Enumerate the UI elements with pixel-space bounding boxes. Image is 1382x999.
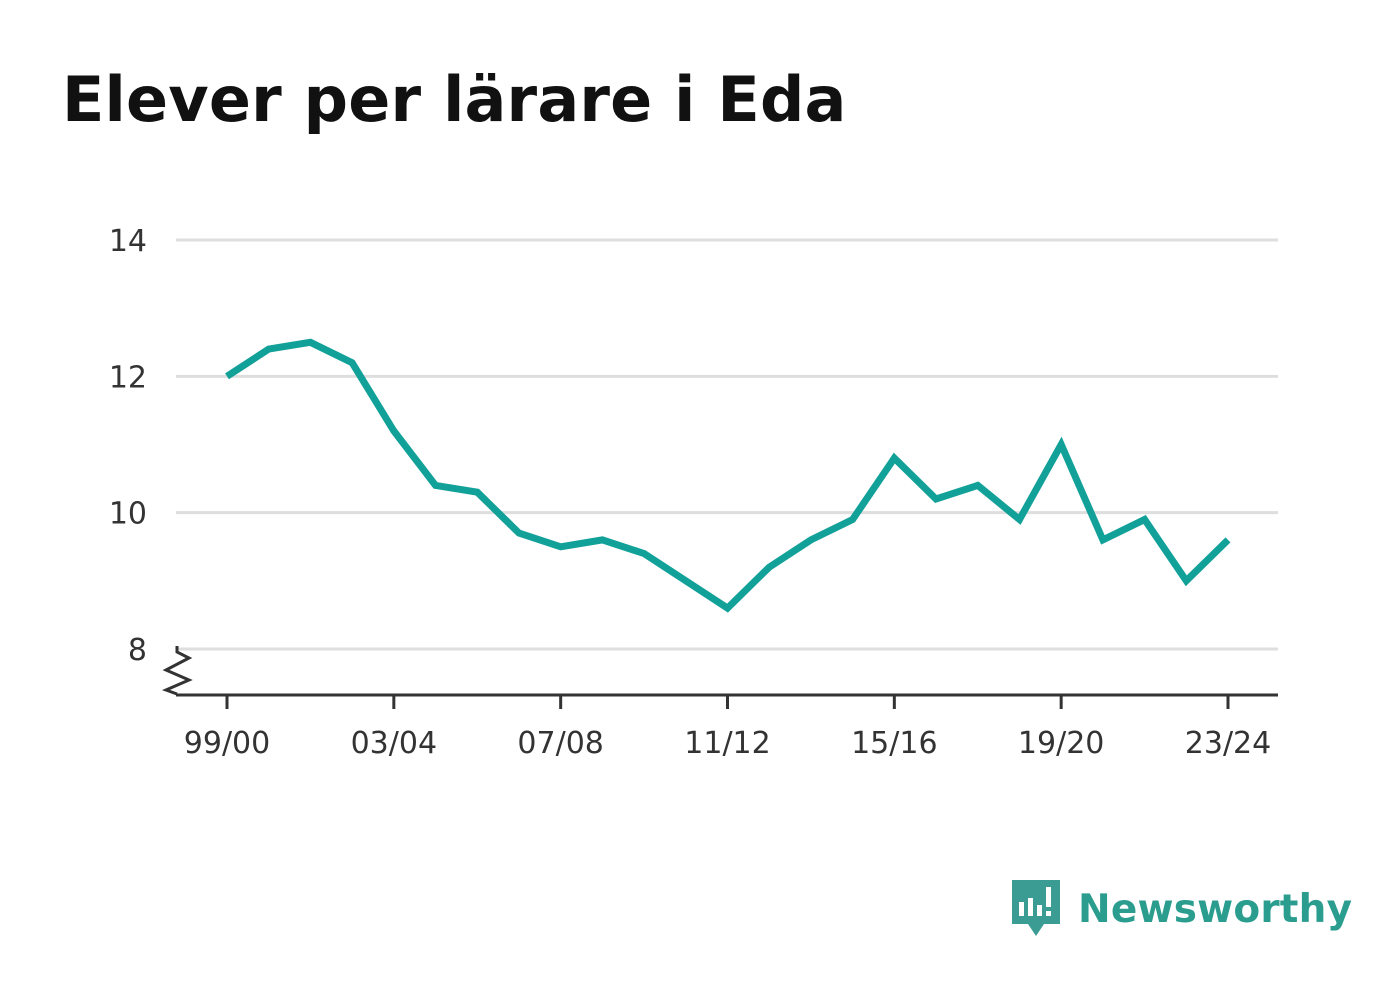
series-layer <box>225 338 1231 613</box>
y-axis-ticks: 8 10 12 14 <box>109 224 147 668</box>
x-tick-label: 07/08 <box>517 726 603 761</box>
y-tick-label: 10 <box>109 497 147 532</box>
x-tick-label: 23/24 <box>1185 726 1271 761</box>
series-line-0 <box>225 338 1231 613</box>
axis-break-icon <box>161 646 193 696</box>
x-axis <box>161 646 1278 697</box>
gridlines <box>176 238 1278 651</box>
x-tick-label: 03/04 <box>351 726 437 761</box>
y-tick-label: 14 <box>109 224 147 259</box>
y-tick-label: 8 <box>128 633 147 668</box>
chart-title: Elever per lärare i Eda <box>62 63 847 136</box>
x-axis-ticks: 99/00 03/04 07/08 11/12 15/16 19/20 23/24 <box>184 695 1271 761</box>
brand-name: Newsworthy <box>1078 886 1353 932</box>
x-tick-label: 15/16 <box>851 726 937 761</box>
x-tick-label: 19/20 <box>1018 726 1104 761</box>
newsworthy-brand: Newsworthy <box>1010 878 1352 940</box>
y-tick-label: 12 <box>109 360 147 395</box>
newsworthy-logo-icon <box>1012 880 1060 936</box>
x-tick-label: 11/12 <box>684 726 770 761</box>
x-tick-label: 99/00 <box>184 726 270 761</box>
